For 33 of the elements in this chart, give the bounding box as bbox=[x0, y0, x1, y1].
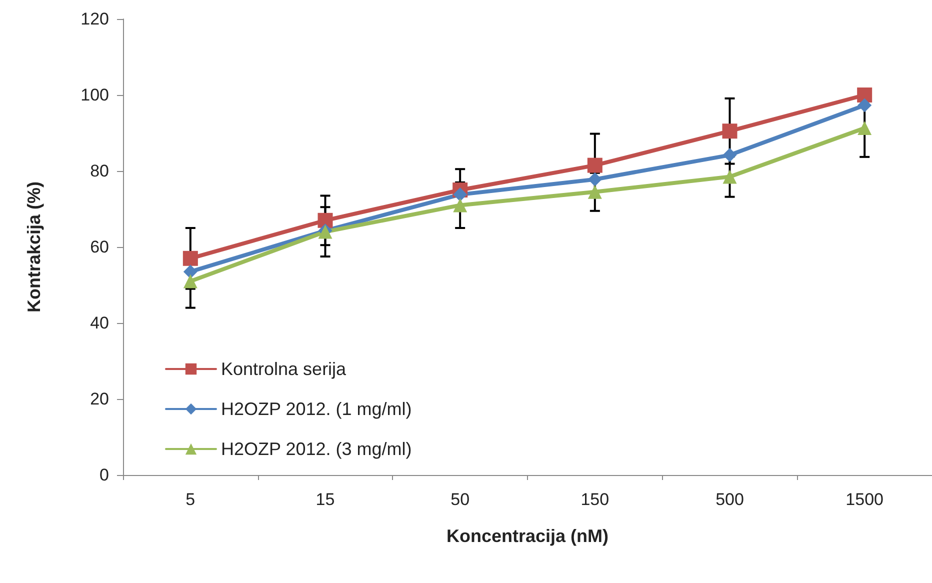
x-axis-title: Koncentracija (nM) bbox=[446, 526, 609, 546]
point bbox=[858, 98, 872, 112]
point bbox=[453, 188, 468, 202]
point bbox=[722, 124, 738, 139]
x-tick-label: 15 bbox=[316, 490, 335, 509]
point bbox=[182, 250, 198, 266]
point bbox=[722, 170, 737, 184]
y-tick-label: 120 bbox=[80, 10, 109, 28]
point bbox=[588, 172, 602, 186]
point bbox=[453, 198, 468, 212]
legend-label: H2OZP 2012. (1 mg/ml) bbox=[221, 399, 412, 419]
y-tick-label: 0 bbox=[100, 466, 109, 484]
point bbox=[588, 184, 602, 199]
point bbox=[318, 212, 333, 228]
x-tick-label: 5 bbox=[186, 490, 196, 509]
point bbox=[722, 148, 737, 162]
x-tick-label: 150 bbox=[580, 490, 610, 509]
legend-label: Kontrolna serija bbox=[221, 359, 348, 379]
point bbox=[587, 158, 602, 173]
x-tick-label: 50 bbox=[450, 490, 470, 509]
y-axis-title: Kontrakcija (%) bbox=[24, 181, 44, 313]
point bbox=[183, 274, 198, 288]
legend-label: H2OZP 2012. (3 mg/ml) bbox=[221, 439, 412, 459]
point bbox=[857, 88, 872, 102]
y-tick-label: 80 bbox=[90, 162, 109, 180]
point bbox=[183, 264, 198, 279]
y-tick-label: 20 bbox=[90, 390, 109, 408]
y-tick-label: 40 bbox=[90, 314, 109, 332]
x-tick-label: 1500 bbox=[846, 490, 884, 509]
x-tick-label: 500 bbox=[716, 490, 744, 509]
y-tick-label: 100 bbox=[80, 86, 109, 104]
y-tick-label: 60 bbox=[90, 238, 109, 256]
point bbox=[858, 121, 872, 136]
